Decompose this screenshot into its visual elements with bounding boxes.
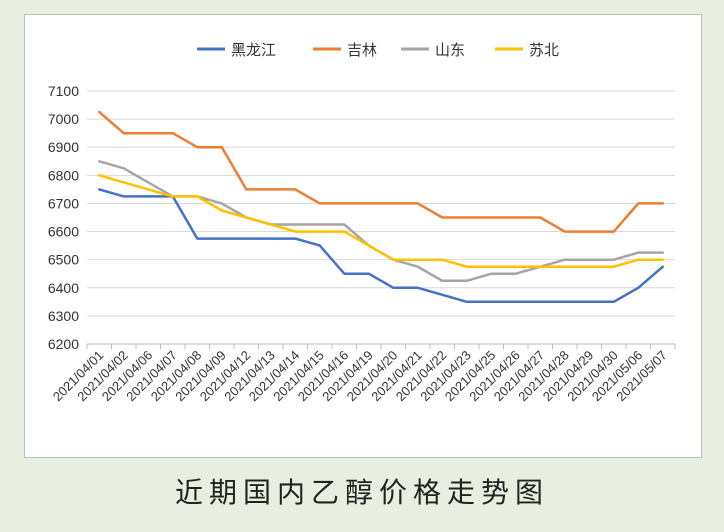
legend-label-3: 山东 xyxy=(435,41,465,59)
y-tick-label: 6400 xyxy=(48,280,79,296)
chart-caption: 近期国内乙醇价格走势图 xyxy=(174,476,549,509)
y-tick-label: 6500 xyxy=(48,252,79,268)
x-tick-labels: 2021/04/012021/04/022021/04/062021/04/07… xyxy=(50,348,670,405)
y-tick-label: 6700 xyxy=(48,195,79,211)
legend-label-1: 黑龙江 xyxy=(231,41,276,59)
y-tick-label: 6900 xyxy=(48,139,79,155)
axes xyxy=(86,343,676,349)
series-line-4 xyxy=(98,174,665,268)
series-line-3 xyxy=(98,160,665,283)
legend-label-2: 吉林 xyxy=(347,41,377,59)
y-tick-label: 6200 xyxy=(48,336,79,352)
y-tick-label: 6300 xyxy=(48,308,79,324)
series-line-1 xyxy=(98,188,665,304)
y-tick-label: 6800 xyxy=(48,167,79,183)
y-tick-label: 7100 xyxy=(48,83,79,99)
y-tick-label: 6600 xyxy=(48,224,79,240)
series-lines xyxy=(98,110,665,304)
series-line-2 xyxy=(98,110,665,233)
y-tick-labels: 6200 6300 6400 6500 6600 6700 6800 6900 7000 7100 xyxy=(48,83,79,352)
legend-label-4: 苏北 xyxy=(529,41,559,59)
chart-panel: 6200 6300 6400 6500 6600 6700 6800 6900 7000 7100… xyxy=(24,14,702,458)
line-chart: 6200 6300 6400 6500 6600 6700 6800 6900 7000 7100… xyxy=(48,41,676,405)
y-tick-label: 7000 xyxy=(48,111,79,127)
legend: 黑龙江 吉林 山东 苏北 xyxy=(197,41,559,59)
